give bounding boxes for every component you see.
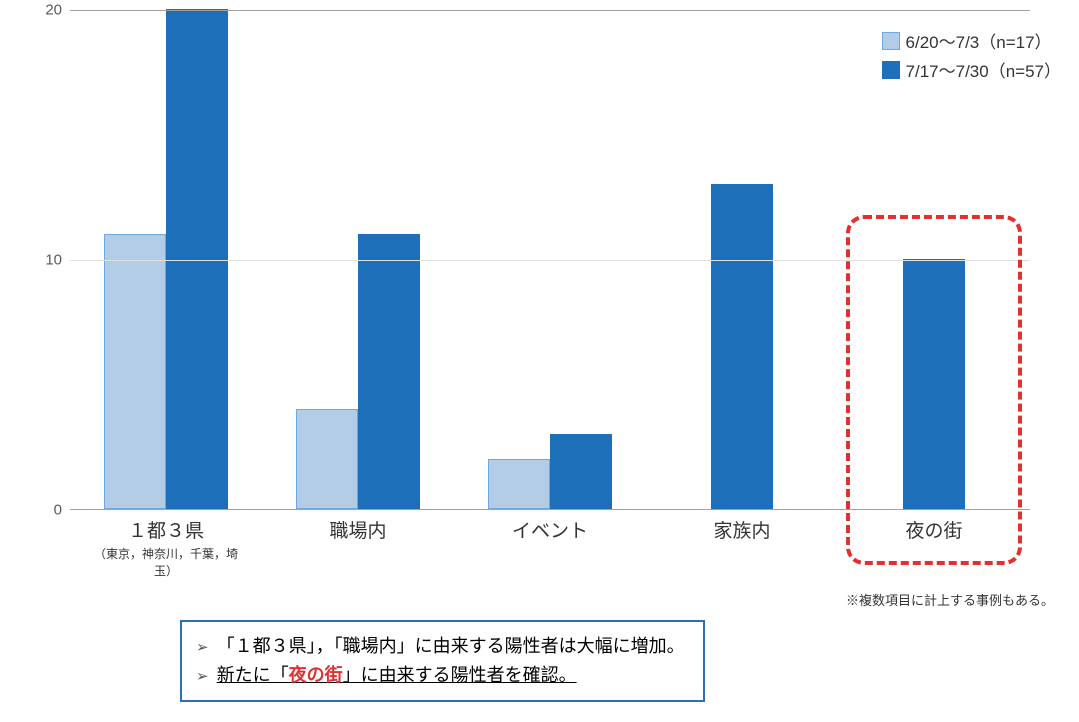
x-label: 夜の街 [854,516,1014,543]
legend-label: 6/20～7/3（n=17） [906,28,1052,53]
callout-text: 「１都３県」，「職場内」に由来する陽性者は大幅に増加。 [217,632,685,661]
bullet-icon: ➢ [196,665,209,689]
x-label: １都３県 [86,516,246,543]
y-tick-label: 0 [54,502,62,519]
bar [550,434,612,509]
bar-group [470,434,630,509]
callout-line: ➢ 「１都３県」，「職場内」に由来する陽性者は大幅に増加。 [196,632,685,661]
callout-box: ➢ 「１都３県」，「職場内」に由来する陽性者は大幅に増加。 ➢ 新たに「夜の街」に由来… [180,620,705,702]
callout-text: 新たに「夜の街」に由来する陽性者を確認。 [217,661,577,690]
bar-group [662,184,822,509]
legend-swatch [882,61,900,79]
bar-group [854,259,1014,509]
bar-group [86,9,246,509]
y-tick-label: 10 [45,252,62,269]
x-label: 家族内 [662,516,822,543]
bar [903,259,965,509]
legend-item: 6/20～7/3（n=17） [882,28,1061,53]
x-sublabel: （東京，神奈川，千葉，埼玉） [86,545,246,579]
bar [166,9,228,509]
x-label-group: １都３県（東京，神奈川，千葉，埼玉） [86,516,246,579]
gridline [70,10,1030,11]
legend-item: 7/17～7/30（n=57） [882,57,1061,82]
x-label-group: 夜の街 [854,516,1014,579]
bullet-icon: ➢ [196,636,209,660]
gridline [70,260,1030,261]
x-axis-labels: １都３県（東京，神奈川，千葉，埼玉） 職場内 イベント 家族内 夜の街 [70,516,1030,579]
bar [488,459,550,509]
x-label-group: 家族内 [662,516,822,579]
callout-emphasis: 夜の街 [289,665,343,685]
legend-swatch [882,32,900,50]
bar [296,409,358,509]
x-label: 職場内 [278,516,438,543]
callout-text-part: 新たに「 [217,665,289,685]
bar [104,234,166,509]
x-label: イベント [470,516,630,543]
x-label-group: イベント [470,516,630,579]
footnote-text: ※複数項目に計上する事例もある。 [846,590,1054,609]
bar [711,184,773,509]
chart-container: 01020 １都３県（東京，神奈川，千葉，埼玉）職場内イベント家族内夜の街 [40,10,1060,550]
callout-text-part: 」に由来する陽性者を確認。 [343,665,577,685]
legend-label: 7/17～7/30（n=57） [906,57,1061,82]
x-label-group: 職場内 [278,516,438,579]
callout-line: ➢ 新たに「夜の街」に由来する陽性者を確認。 [196,661,685,690]
bar-group [278,234,438,509]
y-tick-label: 20 [45,2,62,19]
legend: 6/20～7/3（n=17） 7/17～7/30（n=57） [882,28,1061,86]
bar [358,234,420,509]
